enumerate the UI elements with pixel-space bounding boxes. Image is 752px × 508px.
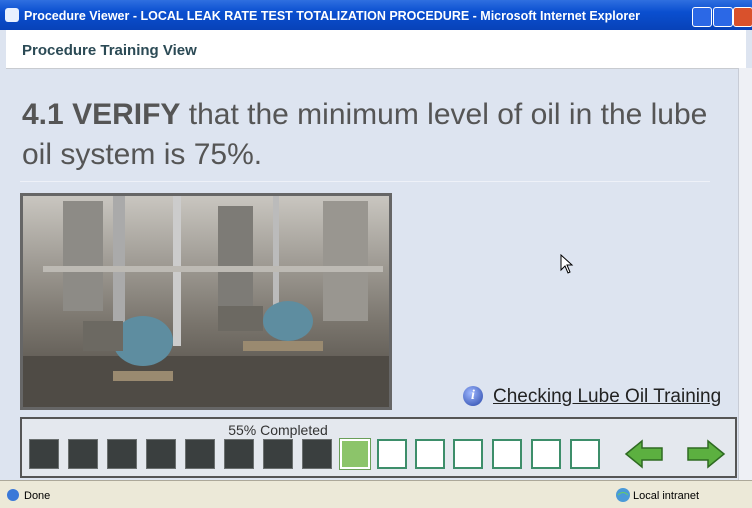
zone-icon [615,487,631,503]
training-link[interactable]: Checking Lube Oil Training [493,386,721,408]
maximize-button[interactable] [713,7,733,27]
header: Procedure Training View [6,30,746,69]
ie-icon [5,8,19,22]
progress-box [492,439,522,469]
minimize-button[interactable] [692,7,712,27]
next-button[interactable] [686,439,726,469]
progress-box [415,439,445,469]
progress-panel: 55% Completed [20,417,737,478]
step-action: VERIFY [72,98,180,131]
status-bar: Done Local intranet [0,480,752,508]
progress-box [146,439,176,469]
progress-box [68,439,98,469]
progress-box [263,439,293,469]
progress-box [29,439,59,469]
progress-box [570,439,600,469]
progress-box [107,439,137,469]
progress-box [377,439,407,469]
progress-box [302,439,332,469]
back-button[interactable] [624,439,664,469]
progress-box [531,439,561,469]
step-number: 4.1 [22,98,64,131]
scrollbar[interactable] [738,68,752,480]
browser-window: Procedure Viewer - LOCAL LEAK RATE TEST … [0,0,752,508]
equipment-photo [20,193,392,410]
progress-box [224,439,254,469]
info-icon[interactable]: i [463,386,483,406]
progress-box [185,439,215,469]
title-bar: Procedure Viewer - LOCAL LEAK RATE TEST … [0,0,752,30]
progress-box-current [340,439,370,469]
status-icon [6,488,20,502]
zone-text: Local intranet [633,490,699,502]
divider [20,181,710,182]
progress-box [453,439,483,469]
mouse-cursor [560,254,574,274]
header-title: Procedure Training View [22,42,197,59]
progress-label: 55% Completed [22,422,534,438]
status-text: Done [24,490,50,502]
close-button[interactable] [733,7,752,27]
step: 4.1 VERIFY that the minimum level of oil… [22,95,722,175]
window-title: Procedure Viewer - LOCAL LEAK RATE TEST … [24,9,640,23]
